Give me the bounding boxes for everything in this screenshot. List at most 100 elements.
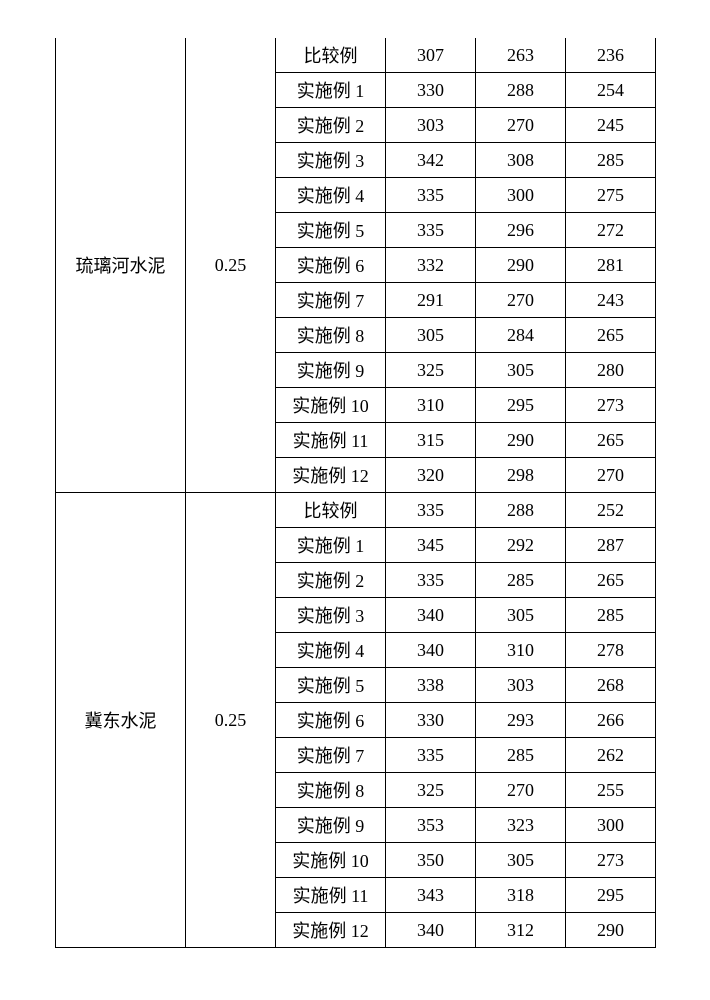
value-cell: 236 [566, 38, 656, 73]
value-cell: 285 [566, 598, 656, 633]
value-cell: 270 [476, 283, 566, 318]
sample-label-cell: 实施例 4 [276, 178, 386, 213]
sample-label-cell: 实施例 8 [276, 773, 386, 808]
value-cell: 285 [476, 738, 566, 773]
value-cell: 290 [476, 423, 566, 458]
value-cell: 288 [476, 493, 566, 528]
value-cell: 263 [476, 38, 566, 73]
value-cell: 255 [566, 773, 656, 808]
value-cell: 295 [476, 388, 566, 423]
value-cell: 262 [566, 738, 656, 773]
value-cell: 290 [476, 248, 566, 283]
value-cell: 281 [566, 248, 656, 283]
value-cell: 270 [566, 458, 656, 493]
sample-label-cell: 实施例 2 [276, 108, 386, 143]
sample-label-cell: 实施例 9 [276, 353, 386, 388]
value-cell: 303 [386, 108, 476, 143]
sample-label-cell: 实施例 10 [276, 843, 386, 878]
value-cell: 335 [386, 213, 476, 248]
value-cell: 273 [566, 843, 656, 878]
sample-label-cell: 实施例 1 [276, 528, 386, 563]
value-cell: 345 [386, 528, 476, 563]
sample-label-cell: 实施例 5 [276, 668, 386, 703]
cement-name-cell: 冀东水泥 [56, 493, 186, 948]
value-cell: 312 [476, 913, 566, 948]
value-cell: 310 [386, 388, 476, 423]
table-row: 琉璃河水泥 0.25 比较例 307 263 236 [56, 38, 656, 73]
sample-label-cell: 实施例 6 [276, 248, 386, 283]
value-cell: 308 [476, 143, 566, 178]
ratio-cell: 0.25 [186, 38, 276, 493]
sample-label-cell: 实施例 5 [276, 213, 386, 248]
sample-label-cell: 实施例 7 [276, 283, 386, 318]
value-cell: 280 [566, 353, 656, 388]
sample-label-cell: 实施例 4 [276, 633, 386, 668]
value-cell: 318 [476, 878, 566, 913]
value-cell: 295 [566, 878, 656, 913]
value-cell: 300 [476, 178, 566, 213]
sample-label-cell: 比较例 [276, 38, 386, 73]
value-cell: 288 [476, 73, 566, 108]
value-cell: 320 [386, 458, 476, 493]
data-table: 琉璃河水泥 0.25 比较例 307 263 236 实施例 1 330 288… [55, 38, 656, 948]
value-cell: 307 [386, 38, 476, 73]
value-cell: 293 [476, 703, 566, 738]
value-cell: 272 [566, 213, 656, 248]
value-cell: 335 [386, 178, 476, 213]
value-cell: 291 [386, 283, 476, 318]
value-cell: 335 [386, 563, 476, 598]
value-cell: 332 [386, 248, 476, 283]
value-cell: 252 [566, 493, 656, 528]
sample-label-cell: 实施例 9 [276, 808, 386, 843]
value-cell: 310 [476, 633, 566, 668]
value-cell: 278 [566, 633, 656, 668]
sample-label-cell: 实施例 11 [276, 878, 386, 913]
table-row: 冀东水泥 0.25 比较例 335 288 252 [56, 493, 656, 528]
value-cell: 305 [476, 353, 566, 388]
sample-label-cell: 实施例 8 [276, 318, 386, 353]
value-cell: 340 [386, 913, 476, 948]
value-cell: 243 [566, 283, 656, 318]
ratio-cell: 0.25 [186, 493, 276, 948]
value-cell: 325 [386, 773, 476, 808]
sample-label-cell: 实施例 6 [276, 703, 386, 738]
sample-label-cell: 实施例 3 [276, 598, 386, 633]
value-cell: 343 [386, 878, 476, 913]
sample-label-cell: 实施例 3 [276, 143, 386, 178]
value-cell: 353 [386, 808, 476, 843]
value-cell: 265 [566, 563, 656, 598]
value-cell: 270 [476, 108, 566, 143]
value-cell: 335 [386, 493, 476, 528]
value-cell: 330 [386, 73, 476, 108]
value-cell: 270 [476, 773, 566, 808]
sample-label-cell: 实施例 12 [276, 913, 386, 948]
value-cell: 296 [476, 213, 566, 248]
value-cell: 298 [476, 458, 566, 493]
value-cell: 292 [476, 528, 566, 563]
value-cell: 285 [566, 143, 656, 178]
value-cell: 323 [476, 808, 566, 843]
value-cell: 305 [476, 843, 566, 878]
value-cell: 338 [386, 668, 476, 703]
value-cell: 268 [566, 668, 656, 703]
value-cell: 265 [566, 423, 656, 458]
value-cell: 305 [386, 318, 476, 353]
value-cell: 285 [476, 563, 566, 598]
value-cell: 245 [566, 108, 656, 143]
value-cell: 254 [566, 73, 656, 108]
value-cell: 273 [566, 388, 656, 423]
sample-label-cell: 实施例 1 [276, 73, 386, 108]
sample-label-cell: 实施例 7 [276, 738, 386, 773]
value-cell: 303 [476, 668, 566, 703]
sample-label-cell: 实施例 11 [276, 423, 386, 458]
value-cell: 300 [566, 808, 656, 843]
value-cell: 342 [386, 143, 476, 178]
value-cell: 350 [386, 843, 476, 878]
value-cell: 340 [386, 633, 476, 668]
value-cell: 290 [566, 913, 656, 948]
value-cell: 330 [386, 703, 476, 738]
value-cell: 325 [386, 353, 476, 388]
value-cell: 305 [476, 598, 566, 633]
cement-name-cell: 琉璃河水泥 [56, 38, 186, 493]
sample-label-cell: 实施例 10 [276, 388, 386, 423]
